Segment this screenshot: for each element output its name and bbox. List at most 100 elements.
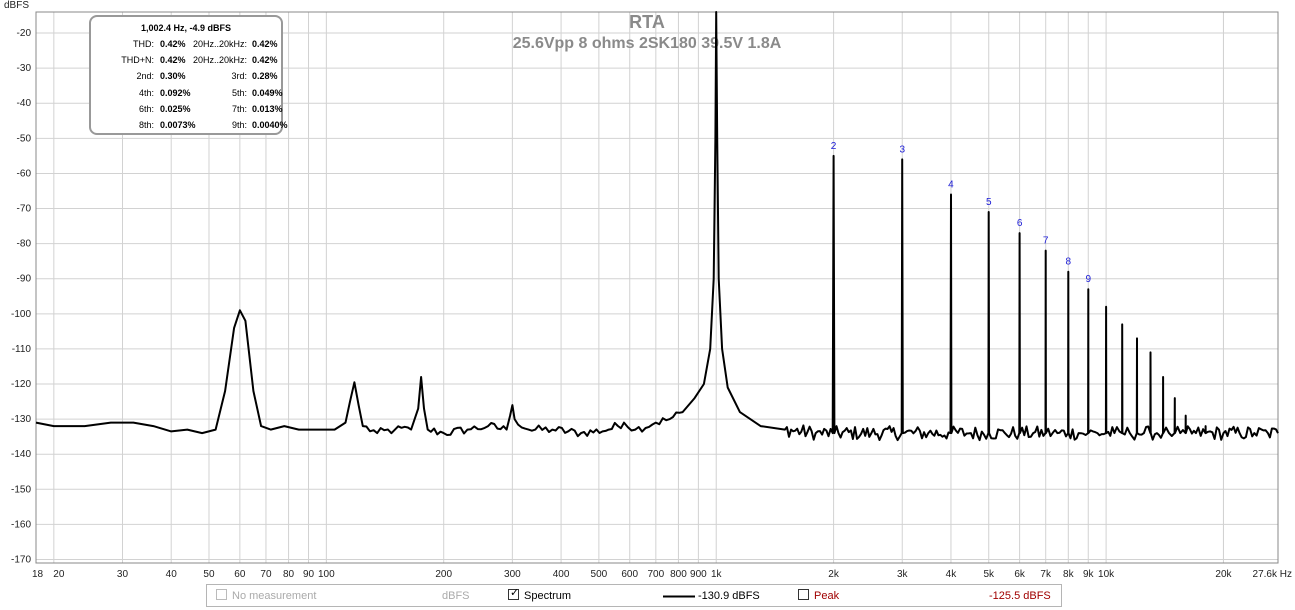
harmonic-label: 7 bbox=[1043, 236, 1049, 247]
legend-bar: No measurement dBFS ✓ Spectrum -130.9 dB… bbox=[206, 584, 1062, 607]
rta-chart: dBFS -20 -30 -40 -50 -60 -70 -80 -90 -100 -110 -12… bbox=[4, 0, 1292, 580]
distortion-info-box: 1,002.4 Hz, -4.9 dBFS THD: 0.42% 20Hz..20k… bbox=[89, 15, 288, 135]
x-tick-label: 3k bbox=[897, 569, 909, 580]
peak-checkbox[interactable] bbox=[798, 589, 809, 600]
chart-title: RTA bbox=[629, 12, 665, 32]
y-tick-label: -50 bbox=[17, 133, 32, 144]
harmonic-label: 4 bbox=[948, 179, 954, 190]
info-v1: 0.30% bbox=[160, 71, 186, 82]
info-v1: 0.092% bbox=[160, 87, 191, 98]
x-tick-label: 18 bbox=[32, 569, 44, 580]
x-tick-label: 40 bbox=[166, 569, 178, 580]
y-tick-label: -40 bbox=[17, 98, 32, 109]
spectrum-value: -130.9 dBFS bbox=[698, 590, 760, 602]
info-v2: 0.049% bbox=[252, 87, 283, 98]
check-icon: ✓ bbox=[510, 587, 520, 599]
info-l2: 20Hz..20kHz: bbox=[192, 39, 247, 49]
info-v2: 0.0040% bbox=[252, 120, 288, 130]
x-tick-label: 70 bbox=[260, 569, 272, 580]
unit-label: dBFS bbox=[442, 590, 470, 602]
x-tick-label: 4k bbox=[946, 569, 958, 580]
info-v1: 0.0073% bbox=[160, 120, 196, 130]
y-tick-label: -120 bbox=[11, 379, 31, 390]
x-tick-label: 1k bbox=[711, 569, 723, 580]
info-v1: 0.42% bbox=[160, 39, 186, 49]
y-tick-label: -90 bbox=[17, 274, 32, 285]
y-tick-label: -130 bbox=[11, 414, 31, 425]
x-tick-label: 50 bbox=[203, 569, 215, 580]
y-tick-label: -80 bbox=[17, 239, 32, 250]
info-l2: 9th: bbox=[231, 120, 247, 130]
info-l2: 5th: bbox=[231, 87, 247, 98]
y-tick-label: -100 bbox=[11, 309, 31, 320]
x-tick-label: 2k bbox=[828, 569, 840, 580]
fundamental-readout: 1,002.4 Hz, -4.9 dBFS bbox=[140, 23, 232, 33]
x-tick-label: 400 bbox=[553, 569, 570, 580]
y-tick-label: -150 bbox=[11, 484, 31, 495]
x-tick-label: 100 bbox=[318, 569, 335, 580]
x-tick-label: 8k bbox=[1063, 569, 1075, 580]
harmonic-label: 2 bbox=[831, 141, 837, 152]
y-axis-label: dBFS bbox=[4, 0, 29, 11]
info-l1: THD: bbox=[133, 39, 154, 49]
x-tick-label: 600 bbox=[621, 569, 638, 580]
harmonic-label: 9 bbox=[1085, 274, 1091, 285]
x-tick-label: 6k bbox=[1014, 569, 1026, 580]
x-tick-label: 27.6k Hz bbox=[1253, 569, 1292, 580]
info-v1: 0.025% bbox=[160, 103, 191, 114]
x-tick-label: 7k bbox=[1040, 569, 1052, 580]
x-tick-label: 500 bbox=[591, 569, 608, 580]
harmonic-label: 5 bbox=[986, 197, 992, 208]
info-l1: 2nd: bbox=[136, 71, 154, 82]
y-tick-label: -30 bbox=[17, 63, 32, 74]
info-row: 2nd: 0.30% 3rd: 0.28% bbox=[91, 71, 281, 83]
x-tick-label: 200 bbox=[435, 569, 452, 580]
x-tick-label: 30 bbox=[117, 569, 129, 580]
no-measurement-checkbox[interactable] bbox=[216, 589, 227, 600]
info-row: THD: 0.42% 20Hz..20kHz: 0.42% bbox=[91, 39, 281, 51]
spectrum-line bbox=[35, 11, 1279, 442]
x-tick-label: 20k bbox=[1215, 569, 1232, 580]
info-l2: 3rd: bbox=[231, 71, 247, 82]
x-tick-label: 60 bbox=[234, 569, 246, 580]
info-v2: 0.42% bbox=[252, 39, 278, 49]
y-tick-label: -70 bbox=[17, 204, 32, 215]
info-v1: 0.42% bbox=[160, 55, 186, 66]
info-l1: THD+N: bbox=[121, 55, 154, 66]
info-row: 8th: 0.0073% 9th: 0.0040% bbox=[91, 120, 288, 132]
harmonic-label: 6 bbox=[1017, 218, 1023, 229]
y-tick-label: -20 bbox=[17, 28, 32, 39]
harmonic-labels: 2 3 4 5 6 7 8 9 bbox=[831, 141, 1092, 285]
y-tick-label: -170 bbox=[11, 554, 31, 565]
spectrum-checkbox[interactable]: ✓ bbox=[508, 587, 520, 600]
y-tick-label: -140 bbox=[11, 449, 31, 460]
peak-value: -125.5 dBFS bbox=[989, 590, 1051, 602]
x-tick-label: 20 bbox=[53, 569, 65, 580]
info-row: 4th: 0.092% 5th: 0.049% bbox=[91, 87, 283, 100]
peak-label: Peak bbox=[814, 590, 840, 602]
y-tick-label: -60 bbox=[17, 168, 32, 179]
y-tick-label: -160 bbox=[11, 519, 31, 530]
info-l1: 6th: bbox=[138, 103, 154, 114]
info-l2: 20Hz..20kHz: bbox=[192, 55, 247, 66]
harmonic-label: 3 bbox=[899, 144, 905, 155]
x-tick-label: 90 bbox=[303, 569, 315, 580]
x-tick-label: 5k bbox=[983, 569, 995, 580]
spectrum-swatch-icon bbox=[663, 595, 695, 598]
info-v2: 0.42% bbox=[252, 55, 278, 66]
info-row: THD+N: 0.42% 20Hz..20kHz: 0.42% bbox=[91, 55, 281, 67]
no-measurement-label: No measurement bbox=[232, 590, 317, 602]
x-tick-label: 80 bbox=[283, 569, 295, 580]
harmonic-label: 8 bbox=[1066, 257, 1072, 268]
info-row: 6th: 0.025% 7th: 0.013% bbox=[91, 103, 283, 116]
x-tick-label: 800 bbox=[670, 569, 687, 580]
info-l1: 4th: bbox=[138, 87, 154, 98]
info-l2: 7th: bbox=[231, 103, 247, 114]
x-tick-label: 9k bbox=[1083, 569, 1095, 580]
x-tick-label: 10k bbox=[1098, 569, 1115, 580]
y-tick-labels: -20 -30 -40 -50 -60 -70 -80 -90 -100 -110 -120 -130… bbox=[11, 28, 31, 565]
info-v2: 0.013% bbox=[252, 103, 283, 114]
y-tick-label: -110 bbox=[12, 344, 32, 355]
plot-area bbox=[35, 11, 1279, 564]
chart-subtitle: 25.6Vpp 8 ohms 2SK180 39.5V 1.8A bbox=[513, 35, 782, 52]
